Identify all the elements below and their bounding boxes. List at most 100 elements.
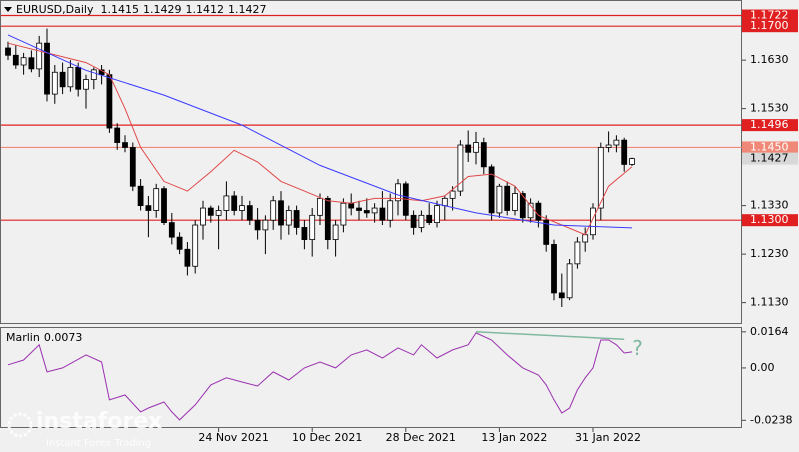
candle-body (363, 210, 370, 214)
candle-body (262, 219, 269, 231)
open-value: 1.1415 (100, 3, 139, 16)
candle-body (270, 200, 277, 221)
level-label-box (742, 119, 798, 132)
candle-body (223, 195, 230, 211)
level-label-box (742, 214, 798, 227)
candle-body (51, 71, 58, 95)
candle-body (207, 207, 214, 216)
candle-body (551, 244, 557, 294)
symbol: EURUSD,Daily (16, 3, 94, 16)
candle-body (348, 202, 355, 209)
candle-body (200, 207, 206, 226)
indicator-header: Marlin 0.0073 (6, 331, 82, 344)
low-value: 1.1412 (185, 3, 224, 16)
candle-body (192, 224, 199, 267)
level-label: 1.1300 (750, 213, 789, 226)
candle-body (371, 207, 378, 214)
watermark: instaforex Instant Forex Trading (7, 409, 162, 449)
candle-body (543, 219, 550, 245)
candle-body (153, 188, 160, 211)
candle-body (441, 197, 448, 207)
level-label-box (742, 20, 798, 33)
level-label: 1.1700 (750, 19, 789, 32)
candle-body (36, 42, 43, 70)
candle-body (629, 158, 635, 165)
level-label: 1.1450 (750, 140, 789, 153)
candle-body (106, 74, 113, 129)
candle-body (613, 139, 620, 146)
candle-body (488, 166, 495, 214)
candle-body (215, 210, 222, 216)
candle-body (519, 193, 526, 219)
level-label-box (742, 141, 798, 154)
candle-body (231, 195, 238, 211)
chart-header: EURUSD,Daily 1.1415 1.1429 1.1412 1.1427 (16, 3, 266, 16)
price-label-box (742, 152, 798, 165)
watermark-brand: instaforex (36, 409, 162, 434)
price-label: 1.1427 (750, 152, 789, 165)
candle-body (145, 205, 152, 211)
candle-body (59, 71, 66, 88)
candle-body (317, 197, 323, 216)
candle-body (83, 79, 89, 90)
candle-body (122, 142, 128, 148)
x-tick-label: 28 Dec 2021 (386, 431, 456, 444)
x-tick-label: 24 Nov 2021 (198, 431, 268, 444)
candle-body (605, 144, 612, 148)
candle-body (67, 67, 74, 88)
indicator-line (7, 332, 633, 421)
level-label: 1.1722 (750, 9, 789, 22)
candle-body (356, 207, 362, 211)
candle-body (621, 139, 628, 165)
candle-body (418, 214, 425, 228)
x-tick-label: 10 Dec 2021 (292, 431, 362, 444)
high-value: 1.1429 (143, 3, 182, 16)
candle-body (129, 147, 136, 187)
candle-body (426, 214, 433, 224)
moving-average (7, 34, 633, 229)
candle-body (457, 144, 464, 192)
candle-body (309, 214, 316, 240)
candle-body (184, 248, 191, 267)
y-tick-label: 1.1330 (750, 199, 789, 212)
candle-body (387, 200, 394, 221)
candle-body (75, 67, 82, 90)
x-tick-label: 13 Jan 2022 (481, 431, 547, 444)
candle-body (168, 222, 175, 238)
y-tick-label: 0.0164 (750, 325, 789, 338)
annotation: ? (632, 336, 643, 360)
y-tick-label: 1.1530 (750, 102, 789, 115)
divergence-line (475, 331, 625, 341)
candle-body (473, 142, 479, 153)
candle-body (512, 193, 518, 211)
candle-body (480, 142, 487, 168)
candle-body (504, 185, 511, 211)
candle-body (535, 202, 542, 221)
collapse-icon[interactable] (4, 7, 12, 12)
candle-body (5, 47, 11, 56)
candle-body (574, 241, 581, 265)
y-tick-label: 1.1630 (750, 53, 789, 66)
candle-body (176, 236, 183, 250)
candle-body (558, 292, 565, 299)
watermark-tagline: Instant Forex Trading (46, 438, 151, 449)
candle-body (340, 202, 347, 226)
candle-body (590, 207, 596, 236)
candle-body (114, 127, 121, 143)
candle-body (293, 210, 300, 228)
candle-body (301, 227, 308, 240)
candle-body (434, 205, 440, 224)
candle-body (90, 69, 97, 80)
level-label-box (742, 9, 798, 22)
y-tick-label: -0.0238 (750, 413, 792, 426)
candle-body (410, 214, 417, 228)
candle-body (449, 190, 456, 199)
candle-body (161, 188, 167, 224)
candle-body (278, 200, 284, 226)
close-value: 1.1427 (228, 3, 267, 16)
candle-body (239, 205, 245, 211)
candle-body (20, 57, 27, 66)
candle-body (379, 207, 386, 221)
candle-body (44, 42, 50, 95)
